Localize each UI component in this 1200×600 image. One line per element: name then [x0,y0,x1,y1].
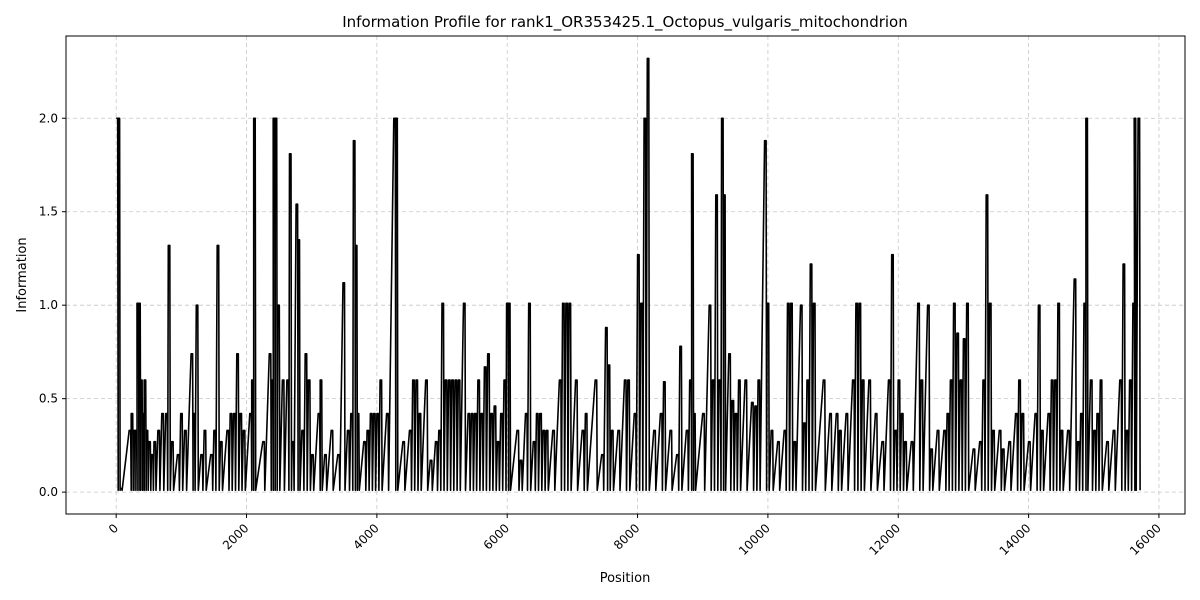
x-tick-label: 8000 [611,521,642,552]
plot-area [116,57,1141,492]
y-axis-label: Information [15,237,30,312]
chart-title: Information Profile for rank1_OR353425.1… [342,13,907,32]
plot-frame [65,35,1186,515]
x-tick-label: 14000 [997,521,1034,558]
x-tick-label: 4000 [350,521,381,552]
x-tick-label: 6000 [481,521,512,552]
x-tick-label: 12000 [866,521,903,558]
y-tick-label: 0.0 [39,485,58,499]
x-tick-label: 2000 [220,521,251,552]
y-tick-label: 1.5 [39,205,58,219]
x-tick-label: 10000 [736,521,773,558]
information-line [116,57,1141,492]
y-axis: 0.0 0.5 1.0 1.5 2.0 [39,111,66,499]
x-axis: 0 2000 4000 6000 8000 10000 12000 14000 16000 [106,514,1164,558]
y-tick-label: 0.5 [39,392,58,406]
y-tick-label: 1.0 [39,298,58,312]
x-tick-label: 16000 [1127,521,1164,558]
y-tick-label: 2.0 [39,111,58,125]
x-tick-label: 0 [106,521,121,536]
x-axis-label: Position [600,571,651,586]
